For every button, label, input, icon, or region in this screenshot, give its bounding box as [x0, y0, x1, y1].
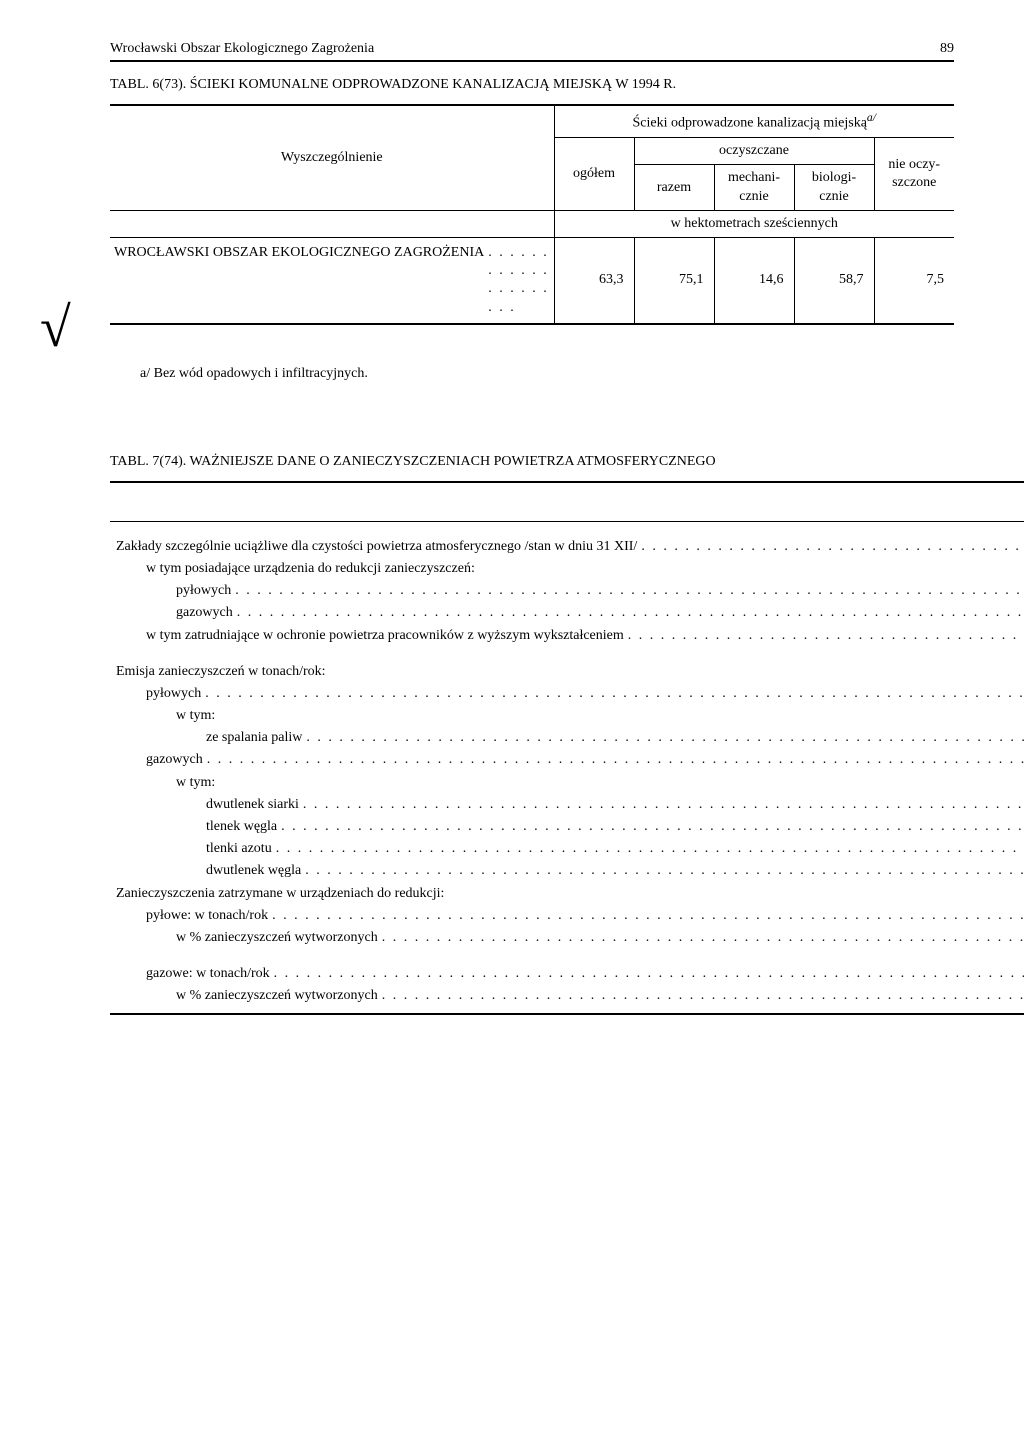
- t2-row-label: pyłowych . . . . . . . . . . . . . . . .…: [110, 580, 1024, 602]
- t2-row-label: w tym:: [110, 772, 1024, 794]
- t2-row-label: tlenki azotu . . . . . . . . . . . . . .…: [110, 838, 1024, 860]
- t2-row-label: gazowe: w tonach/rok . . . . . . . . . .…: [110, 963, 1024, 985]
- checkmark-annotation: √: [40, 300, 71, 356]
- t2-row-label: Zanieczyszczenia zatrzymane w urządzenia…: [110, 883, 1024, 905]
- t2-row-label: w % zanieczyszczeń wytworzonych . . . . …: [110, 927, 1024, 949]
- table2: Wyszczególnienie 1990 1993 1994 Zakłady …: [110, 481, 1024, 1014]
- t1-h-oczysz: oczyszczane: [634, 138, 874, 165]
- t1-v4: 7,5: [874, 237, 954, 323]
- t2-row-label: pyłowe: w tonach/rok . . . . . . . . . .…: [110, 905, 1024, 927]
- t2-row-label: w tym:: [110, 705, 1024, 727]
- t1-h-mech: mechani-cznie: [714, 165, 794, 210]
- t2-row-label: ze spalania paliw . . . . . . . . . . . …: [110, 727, 1024, 749]
- t1-h-ogolem: ogółem: [554, 138, 634, 211]
- table1-title: TABL. 6(73). ŚCIEKI KOMUNALNE ODPROWADZO…: [110, 76, 954, 94]
- t2-row-label: gazowych . . . . . . . . . . . . . . . .…: [110, 749, 1024, 771]
- t2-row-label: gazowych . . . . . . . . . . . . . . . .…: [110, 602, 1024, 624]
- t2-row-label: dwutlenek siarki . . . . . . . . . . . .…: [110, 794, 1024, 816]
- t2-row-label: tlenek węgla . . . . . . . . . . . . . .…: [110, 816, 1024, 838]
- t1-h-wysz: Wyszczególnienie: [110, 105, 554, 210]
- t1-h-nieoczy: nie oczy-szczone: [874, 138, 954, 211]
- table2-title: TABL. 7(74). WAŻNIEJSZE DANE O ZANIECZYS…: [110, 453, 954, 471]
- t2-row-label: w % zanieczyszczeń wytworzonych . . . . …: [110, 985, 1024, 1007]
- t1-v1: 75,1: [634, 237, 714, 323]
- page-header: Wrocławski Obszar Ekologicznego Zagrożen…: [110, 40, 954, 62]
- header-title: Wrocławski Obszar Ekologicznego Zagrożen…: [110, 40, 374, 58]
- t2-row-label: w tym posiadające urządzenia do redukcji…: [110, 558, 1024, 580]
- t1-v0: 63,3: [554, 237, 634, 323]
- t1-footnote: a/ Bez wód opadowych i infiltracyjnych.: [140, 365, 954, 383]
- t1-v3: 58,7: [794, 237, 874, 323]
- table1: Wyszczególnienie Ścieki odprowadzone kan…: [110, 104, 954, 324]
- t1-h-scieki: Ścieki odprowadzone kanalizacją miejskąa…: [554, 105, 954, 137]
- t1-h-razem: razem: [634, 165, 714, 210]
- t1-row-label: WROCŁAWSKI OBSZAR EKOLOGICZNEGO ZAGROŻEN…: [110, 237, 554, 323]
- t1-h-biol: biologi-cznie: [794, 165, 874, 210]
- t1-unit: w hektometrach sześciennych: [554, 210, 954, 237]
- t2-row-label: Zakłady szczególnie uciążliwe dla czysto…: [110, 536, 1024, 558]
- t2-row-label: dwutlenek węgla . . . . . . . . . . . . …: [110, 860, 1024, 882]
- t1-v2: 14,6: [714, 237, 794, 323]
- t2-h-wysz: Wyszczególnienie: [110, 482, 1024, 522]
- t2-row-label: pyłowych . . . . . . . . . . . . . . . .…: [110, 683, 1024, 705]
- page-number: 89: [940, 40, 954, 58]
- t2-row-label: Emisja zanieczyszczeń w tonach/rok:: [110, 661, 1024, 683]
- t2-row-label: w tym zatrudniające w ochronie powietrza…: [110, 625, 1024, 647]
